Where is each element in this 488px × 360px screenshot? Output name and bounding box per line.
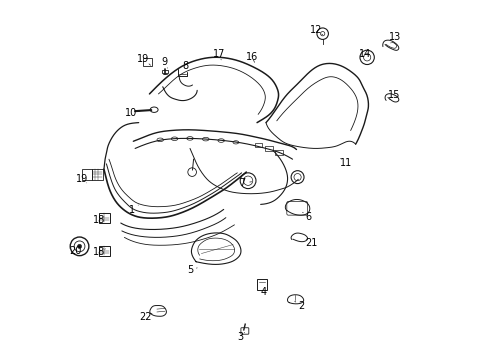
- Text: 9: 9: [162, 57, 167, 67]
- Text: 12: 12: [309, 25, 322, 35]
- Text: 18: 18: [93, 247, 105, 257]
- Text: 1: 1: [128, 206, 134, 216]
- Text: 4: 4: [260, 287, 265, 297]
- Text: 11: 11: [339, 158, 351, 168]
- Text: 14: 14: [358, 49, 370, 59]
- Text: 22: 22: [140, 312, 152, 322]
- Text: 3: 3: [237, 332, 243, 342]
- Text: 6: 6: [305, 212, 311, 221]
- Text: 21: 21: [305, 238, 318, 248]
- Text: 8: 8: [182, 61, 188, 71]
- Text: 10: 10: [125, 108, 138, 118]
- Text: 5: 5: [187, 265, 193, 275]
- Text: 19: 19: [137, 54, 149, 64]
- Circle shape: [77, 244, 81, 248]
- Text: 17: 17: [212, 49, 224, 59]
- Text: 19: 19: [76, 174, 88, 184]
- Text: 13: 13: [388, 32, 401, 42]
- Text: 2: 2: [297, 301, 304, 311]
- Text: 18: 18: [93, 215, 105, 225]
- Text: 15: 15: [387, 90, 400, 100]
- Text: 20: 20: [69, 246, 81, 256]
- Text: 16: 16: [246, 52, 258, 62]
- Text: 7: 7: [239, 178, 245, 188]
